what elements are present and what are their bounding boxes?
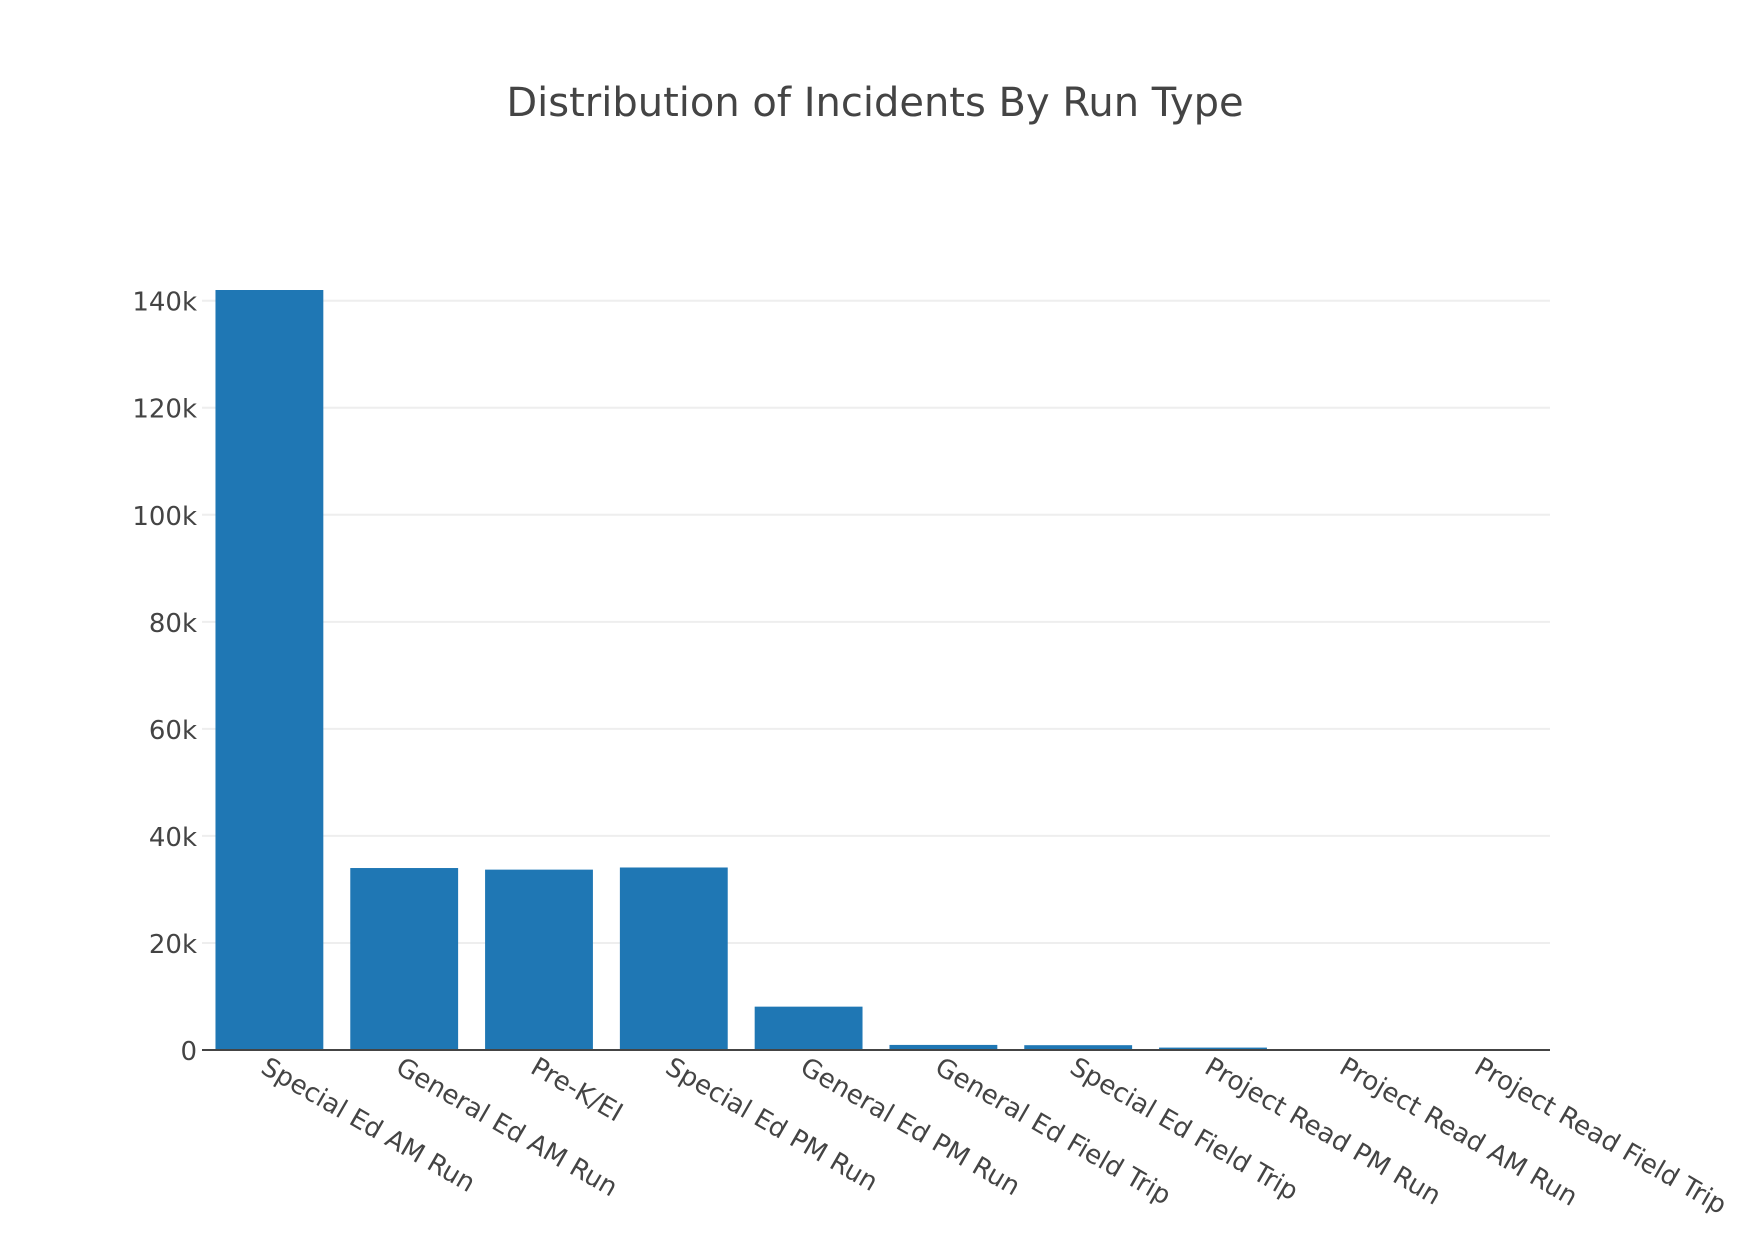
y-tick-labels: 0 20k 40k 60k 80k 100k 120k 140k	[132, 288, 197, 1067]
bar[interactable]	[754, 1006, 863, 1050]
x-tick-label: Special Ed Field Trip	[1065, 1052, 1303, 1207]
y-tick-label: 0	[180, 1037, 197, 1067]
x-tick-label: General Ed PM Run	[795, 1052, 1025, 1202]
bar[interactable]	[1159, 1047, 1267, 1050]
chart-title: Distribution of Incidents By Run Type	[506, 80, 1244, 126]
y-tick-label: 140k	[132, 288, 197, 318]
y-tick-label: 20k	[149, 930, 197, 960]
y-tick-label: 80k	[149, 609, 197, 639]
x-tick-label: Project Read AM Run	[1334, 1052, 1582, 1213]
x-tick-label: General Ed AM Run	[391, 1052, 623, 1203]
y-tick-label: 100k	[132, 502, 197, 532]
bar[interactable]	[619, 867, 728, 1050]
x-tick-label: Project Read PM Run	[1200, 1052, 1446, 1212]
bar[interactable]	[350, 868, 459, 1050]
y-tick-label: 40k	[149, 823, 197, 853]
x-tick-label: Special Ed AM Run	[256, 1052, 480, 1199]
y-tick-label: 120k	[132, 395, 197, 425]
bars	[215, 290, 1537, 1051]
bar[interactable]	[1024, 1045, 1133, 1050]
x-tick-label: General Ed Field Trip	[930, 1052, 1176, 1211]
bar[interactable]	[485, 869, 593, 1050]
gridlines	[202, 299, 1550, 944]
bar[interactable]	[215, 290, 324, 1050]
x-tick-label: Project Read Field Trip	[1469, 1052, 1731, 1221]
bar[interactable]	[889, 1044, 998, 1050]
x-tick-label: Pre-K/EI	[526, 1052, 628, 1128]
y-tick-label: 60k	[149, 716, 197, 746]
